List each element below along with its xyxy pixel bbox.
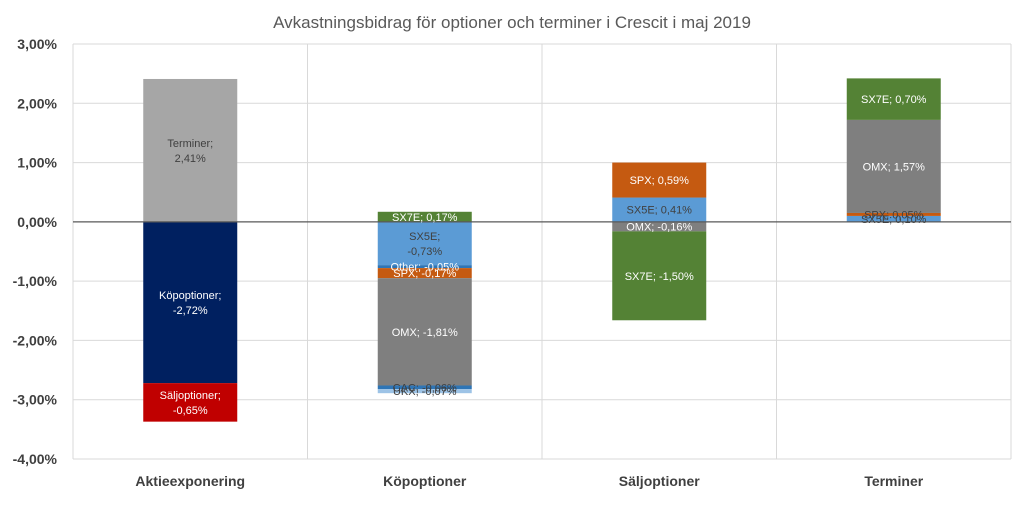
data-label: OMX; 1,57%	[863, 161, 926, 173]
data-label: UKX; -0,07%	[393, 386, 457, 398]
x-category-label: Köpoptioner	[383, 473, 467, 489]
data-label: SX5E;	[409, 231, 440, 243]
bar-segment-köpoptioner	[143, 221, 238, 384]
data-label: OMX; -0,16%	[626, 222, 692, 234]
y-tick-label: -3,00%	[13, 392, 58, 408]
x-category-label: Säljoptioner	[619, 473, 700, 489]
data-label: Köpoptioner;	[159, 290, 221, 302]
bar-segment-spx	[846, 212, 941, 216]
data-label: CAC; -0,06%	[393, 382, 457, 394]
data-label: Other; -0,05%	[391, 262, 460, 274]
data-label: OMX; -1,81%	[392, 327, 458, 339]
bar-segment-sx7e	[846, 78, 941, 120]
data-label: SX7E; -1,50%	[625, 271, 694, 283]
x-category-label: Terminer	[864, 473, 923, 489]
data-label: SPX; 0,59%	[630, 175, 690, 187]
x-category-label: Aktieexponering	[135, 473, 245, 489]
axes: 3,00% 2,00% 1,00% 0,00% -1,00% -2,00% -3,00% -4…	[13, 36, 1011, 489]
data-label: -2,72%	[173, 305, 208, 317]
data-labels: Terminer; 2,41% Köpoptioner; -2,72% Säljopti…	[159, 94, 927, 417]
bars	[143, 78, 941, 422]
data-label: -0,73%	[407, 246, 442, 258]
data-label: SX7E; 0,17%	[392, 212, 458, 224]
data-label: SX5E; 0,10%	[861, 214, 927, 226]
data-label: -0,65%	[173, 405, 208, 417]
y-tick-label: -2,00%	[13, 332, 58, 348]
y-tick-label: 0,00%	[17, 214, 57, 230]
chart-title: Avkastningsbidrag för optioner och termi…	[273, 13, 751, 32]
y-tick-label: -1,00%	[13, 273, 58, 289]
data-label: SPX; 0,05%	[864, 209, 924, 221]
bar-segment-sx7e	[377, 211, 472, 222]
bar-segment-spx	[377, 268, 472, 279]
data-label: Säljoptioner;	[160, 390, 221, 402]
bar-segment-omx	[377, 278, 472, 386]
bar-segment-terminer	[143, 78, 238, 222]
data-label: Terminer;	[167, 138, 213, 150]
bar-segment-säljoptioner	[143, 383, 238, 422]
bar-segment-sx5e	[377, 221, 472, 266]
data-label: SPX; -0,17%	[393, 268, 456, 280]
data-label: 2,41%	[175, 153, 206, 165]
bar-segment-omx	[846, 119, 941, 213]
bar-segment-ukx	[377, 389, 472, 394]
bar-segment-omx	[612, 221, 707, 232]
bar-segment-sx7e	[612, 231, 707, 321]
data-label: SX5E; 0,41%	[627, 205, 693, 217]
bar-segment-cac	[377, 385, 472, 390]
y-tick-label: 3,00%	[17, 36, 57, 52]
bar-segment-sx5e	[612, 197, 707, 222]
bar-segment-other	[377, 265, 472, 269]
bar-segment-spx	[612, 162, 707, 198]
y-tick-label: 2,00%	[17, 95, 57, 111]
y-tick-label: -4,00%	[13, 451, 58, 467]
y-tick-label: 1,00%	[17, 155, 57, 171]
bar-segment-sx5e	[846, 215, 941, 222]
data-label: SX7E; 0,70%	[861, 94, 927, 106]
